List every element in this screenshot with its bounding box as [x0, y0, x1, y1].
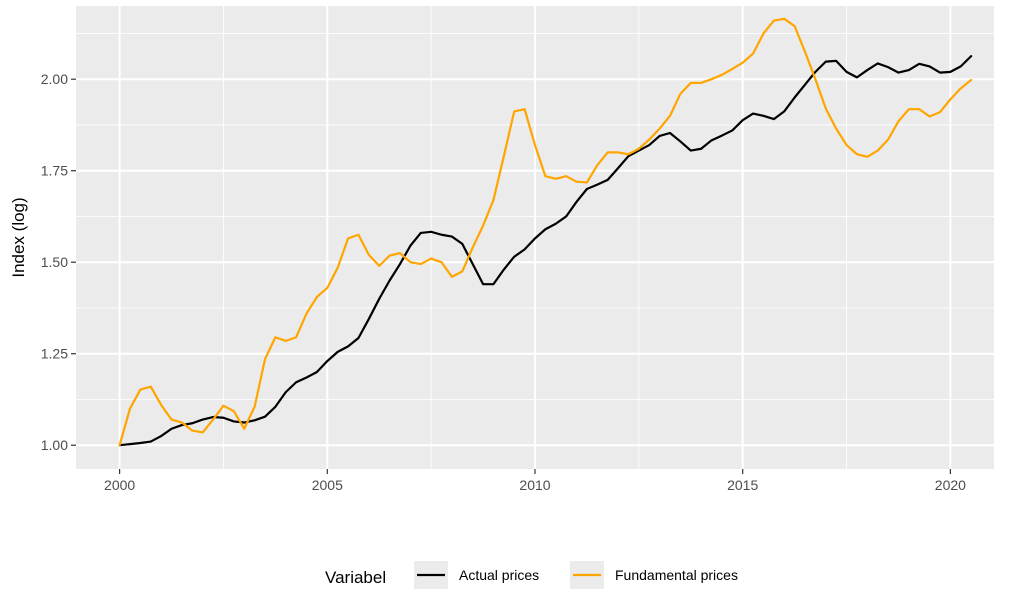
y-axis-title: Index (log): [9, 197, 28, 277]
y-axis: 1.00 1.25 1.50 1.75 2.00: [41, 71, 76, 453]
legend-item-actual: Actual prices: [414, 561, 539, 589]
x-tick-label: 2005: [312, 477, 343, 493]
x-tick-label: 2000: [104, 477, 135, 493]
legend: Variabel Actual prices Fundamental price…: [325, 561, 738, 589]
y-tick-label: 2.00: [41, 71, 68, 87]
x-axis: 2000 2005 2010 2015 2020: [104, 469, 966, 493]
y-tick-label: 1.25: [41, 346, 68, 362]
legend-item-fundamental: Fundamental prices: [570, 561, 738, 589]
y-tick-label: 1.75: [41, 163, 68, 179]
series-layer: [118, 17, 973, 447]
series-line-fundamental: [118, 17, 973, 447]
legend-label-actual: Actual prices: [459, 567, 539, 583]
series-line-actual: [118, 55, 973, 447]
legend-title: Variabel: [325, 568, 386, 587]
legend-label-fundamental: Fundamental prices: [615, 567, 738, 583]
x-tick-label: 2015: [727, 477, 758, 493]
grid-major: [76, 6, 994, 469]
y-tick-label: 1.50: [41, 254, 68, 270]
y-tick-label: 1.00: [41, 437, 68, 453]
x-tick-label: 2010: [519, 477, 550, 493]
x-tick-label: 2020: [935, 477, 966, 493]
